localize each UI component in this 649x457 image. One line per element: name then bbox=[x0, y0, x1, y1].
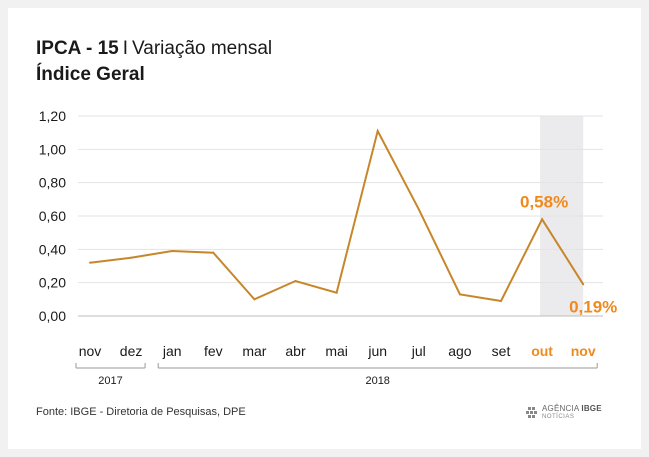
line-chart: 0,00 0,20 0,40 0,60 0,80 1,00 1,20 nov dez jan fev… bbox=[39, 108, 618, 387]
data-point bbox=[171, 250, 174, 252]
title-rest: Variação mensal bbox=[132, 38, 273, 59]
x-tick-label: ago bbox=[448, 343, 472, 359]
x-tick-label: out bbox=[531, 343, 553, 359]
y-tick-label: 0,40 bbox=[39, 241, 66, 257]
data-point bbox=[458, 293, 461, 296]
data-point bbox=[335, 291, 338, 294]
y-tick-label: 1,20 bbox=[39, 108, 66, 124]
x-tick-label: dez bbox=[120, 343, 143, 359]
y-tick-label: 0,00 bbox=[39, 308, 66, 324]
x-tick-label: jul bbox=[411, 343, 426, 359]
y-tick-label: 1,00 bbox=[39, 141, 66, 157]
y-tick-label: 0,80 bbox=[39, 175, 66, 191]
title-separator: I bbox=[122, 38, 128, 59]
x-tick-label: mai bbox=[325, 343, 348, 359]
source-note: Fonte: IBGE - Diretoria de Pesquisas, DP… bbox=[36, 406, 246, 418]
data-point bbox=[541, 218, 544, 221]
data-label: 0,19% bbox=[569, 297, 617, 316]
y-tick-label: 0,20 bbox=[39, 275, 66, 291]
data-point bbox=[376, 130, 379, 132]
logo-main-text: AGÊNCIA IBGE bbox=[542, 404, 602, 413]
chart-card: 0,00 0,20 0,40 0,60 0,80 1,00 1,20 nov dez jan fev… bbox=[8, 8, 641, 449]
x-tick-label: nov bbox=[571, 343, 596, 359]
year-label: 2017 bbox=[98, 375, 122, 387]
data-point bbox=[417, 208, 420, 211]
chart-title: IPCA - 15 I Variação mensal bbox=[36, 38, 272, 60]
data-point bbox=[253, 298, 256, 301]
x-tick-label: abr bbox=[285, 343, 306, 359]
data-point bbox=[130, 256, 133, 259]
x-tick-label: mar bbox=[242, 343, 266, 359]
x-tick-label: fev bbox=[204, 343, 223, 359]
x-tick-label: nov bbox=[79, 343, 102, 359]
data-point bbox=[500, 300, 502, 302]
data-point bbox=[212, 251, 215, 254]
title-bold: IPCA - 15 bbox=[36, 38, 119, 59]
data-point bbox=[89, 261, 91, 264]
ibge-logo-icon bbox=[526, 407, 537, 418]
y-tick-label: 0,60 bbox=[39, 208, 66, 224]
data-point bbox=[582, 283, 585, 286]
data-label: 0,58% bbox=[520, 192, 568, 211]
chart-subtitle: Índice Geral bbox=[36, 64, 145, 85]
x-tick-label: jan bbox=[162, 343, 182, 359]
logo-sub-text: NOTÍCIAS bbox=[542, 414, 575, 420]
x-tick-label: set bbox=[492, 343, 511, 359]
data-point bbox=[294, 280, 297, 282]
year-label: 2018 bbox=[365, 375, 389, 387]
agencia-ibge-logo: AGÊNCIA IBGE NOTÍCIAS bbox=[526, 404, 602, 422]
x-tick-label: jun bbox=[367, 343, 387, 359]
